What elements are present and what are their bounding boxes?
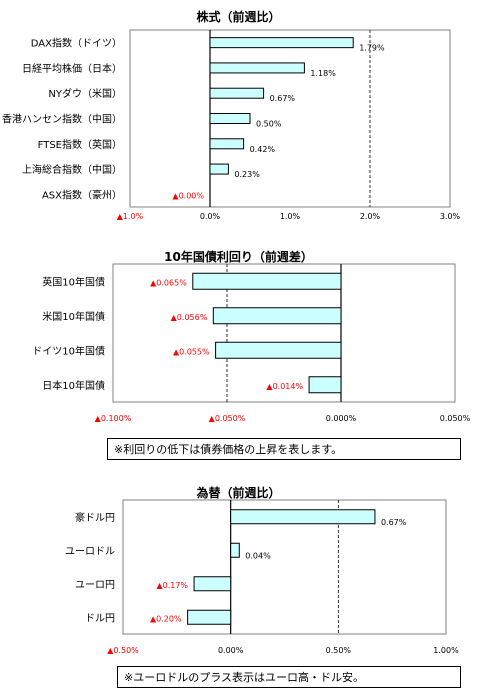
data-label: 0.67% — [270, 94, 296, 103]
data-label: ▲0.00% — [172, 191, 204, 200]
tick-label: 1.00% — [433, 646, 459, 655]
bar — [193, 576, 232, 592]
category-label: ユーロ円 — [75, 580, 115, 591]
data-label: ▲0.056% — [171, 313, 208, 322]
category-label: 英国10年国債 — [42, 275, 105, 288]
bar — [230, 509, 376, 525]
category-label: 日本10年国債 — [42, 379, 105, 392]
data-label: 0.04% — [245, 551, 271, 560]
data-label: ▲0.055% — [173, 347, 210, 356]
bar — [209, 62, 305, 74]
data-label: 1.18% — [310, 69, 336, 78]
bar — [212, 307, 342, 325]
category-label: 香港ハンセン指数（中国） — [2, 113, 122, 126]
plot-frame — [112, 263, 456, 403]
chart-title-bonds: 10年国債利回り（前週差） — [164, 250, 313, 264]
category-label: ASX指数（豪州） — [42, 188, 122, 201]
category-label: FTSE指数（英国） — [38, 138, 122, 151]
bar — [308, 376, 342, 394]
tick-label: 0.00% — [218, 646, 244, 655]
tick-label: 3.0% — [440, 212, 461, 221]
tick-label: 0.50% — [326, 646, 352, 655]
chart-title-stocks: 株式（前週比） — [196, 10, 281, 24]
bar — [230, 542, 240, 558]
bar — [209, 37, 354, 49]
fx-chart: 豪ドル円 0.67% ユーロドル 0.04% ユーロ円 ▲0.17% ドル円 ▲0.20% ▲0… — [65, 499, 459, 655]
category-label: 豪ドル円 — [75, 511, 115, 524]
bond-yield-chart: 英国10年国債 ▲0.065% 米国10年国債 ▲0.056% ドイツ10年国債 ▲0.0… — [32, 263, 471, 423]
stocks-chart: DAX指数（ドイツ） 1.79% 日経平均株価（日本） 1.18% NYダウ（米国） 0.… — [2, 29, 461, 221]
tick-label: ▲1.0% — [117, 212, 144, 221]
plot-frame — [129, 29, 451, 208]
data-label: 0.23% — [234, 170, 260, 179]
fx-note: ※ユーロドルのプラス表示はユーロ高・ドル安。 — [117, 666, 461, 688]
data-label: 0.67% — [381, 518, 407, 527]
tick-label: 2.0% — [360, 212, 381, 221]
category-label: ドイツ10年国債 — [32, 344, 105, 357]
tick-label: 1.0% — [280, 212, 301, 221]
bar — [209, 138, 245, 150]
data-label: ▲0.014% — [266, 382, 303, 391]
tick-label: ▲0.050% — [209, 414, 246, 423]
category-label: 日経平均株価（日本） — [22, 62, 122, 75]
bar — [215, 341, 342, 359]
tick-label: 0.0% — [200, 212, 221, 221]
category-label: ドル円 — [85, 613, 115, 624]
tick-label: 0.000% — [326, 414, 357, 423]
category-label: NYダウ（米国） — [48, 87, 122, 100]
data-label: ▲0.17% — [156, 581, 188, 590]
category-label: 米国10年国債 — [42, 310, 105, 323]
data-label: 0.50% — [256, 120, 282, 129]
tick-label: ▲0.50% — [107, 646, 139, 655]
data-label: ▲0.20% — [150, 614, 182, 623]
category-label: ユーロドル — [65, 546, 115, 557]
data-label: ▲0.065% — [150, 278, 187, 287]
category-label: 上海総合指数（中国） — [22, 163, 122, 176]
data-label: 1.79% — [359, 44, 385, 53]
plot-frame — [122, 499, 447, 635]
bar — [209, 87, 265, 99]
category-label: DAX指数（ドイツ） — [31, 37, 122, 50]
data-label: 0.42% — [250, 145, 276, 154]
bar — [209, 163, 229, 175]
tick-label: ▲0.100% — [95, 414, 132, 423]
bar — [209, 113, 251, 124]
bar — [192, 272, 342, 290]
chart-title-fx: 為替（前週比） — [196, 486, 281, 500]
bond-yield-note: ※利回りの低下は債券価格の上昇を表します。 — [107, 438, 461, 460]
tick-label: 0.050% — [440, 414, 471, 423]
bar — [187, 609, 232, 625]
